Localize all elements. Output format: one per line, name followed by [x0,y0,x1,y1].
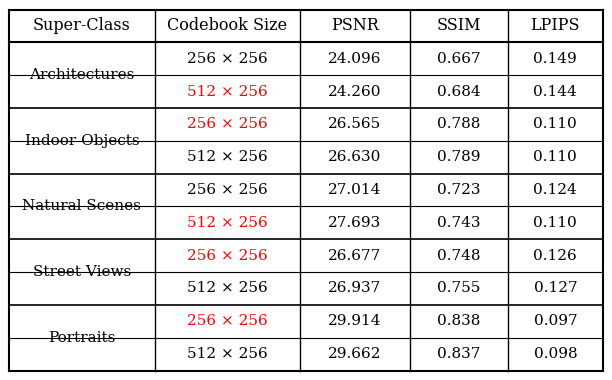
Text: Street Views: Street Views [33,265,131,279]
Text: 0.743: 0.743 [437,216,480,230]
Text: 256 × 256: 256 × 256 [187,117,267,131]
Text: 0.837: 0.837 [437,347,480,361]
Text: 29.914: 29.914 [328,314,382,328]
Text: 256 × 256: 256 × 256 [187,249,267,263]
Text: 512 × 256: 512 × 256 [187,150,267,164]
Text: 26.565: 26.565 [329,117,382,131]
Text: 24.096: 24.096 [328,52,382,66]
Text: 0.838: 0.838 [437,314,480,328]
Text: 0.149: 0.149 [534,52,577,66]
Text: 26.630: 26.630 [328,150,382,164]
Text: 0.789: 0.789 [437,150,480,164]
Text: 24.260: 24.260 [328,84,382,98]
Text: SSIM: SSIM [436,17,481,35]
Text: 29.662: 29.662 [328,347,382,361]
Text: PSNR: PSNR [331,17,379,35]
Text: 0.098: 0.098 [534,347,577,361]
Text: Architectures: Architectures [29,68,135,82]
Text: Super-Class: Super-Class [33,17,131,35]
Text: 0.723: 0.723 [437,183,480,197]
Text: 256 × 256: 256 × 256 [187,314,267,328]
Text: 0.684: 0.684 [437,84,480,98]
Text: 256 × 256: 256 × 256 [187,183,267,197]
Text: 27.014: 27.014 [328,183,382,197]
Text: 0.788: 0.788 [437,117,480,131]
Text: 0.126: 0.126 [534,249,577,263]
Text: 0.667: 0.667 [437,52,480,66]
Text: 256 × 256: 256 × 256 [187,52,267,66]
Text: 26.677: 26.677 [329,249,382,263]
Text: Codebook Size: Codebook Size [167,17,288,35]
Text: 512 × 256: 512 × 256 [187,84,267,98]
Text: 0.755: 0.755 [437,282,480,296]
Text: 0.144: 0.144 [534,84,577,98]
Text: 27.693: 27.693 [329,216,382,230]
Text: 0.748: 0.748 [437,249,480,263]
Text: LPIPS: LPIPS [531,17,580,35]
Text: 512 × 256: 512 × 256 [187,347,267,361]
Text: 0.110: 0.110 [534,117,577,131]
Text: 0.110: 0.110 [534,216,577,230]
Text: 512 × 256: 512 × 256 [187,282,267,296]
Text: Portraits: Portraits [48,331,116,345]
Text: 26.937: 26.937 [329,282,382,296]
Text: 0.127: 0.127 [534,282,577,296]
Text: Natural Scenes: Natural Scenes [23,200,141,214]
Text: Indoor Objects: Indoor Objects [24,134,139,148]
Text: 0.097: 0.097 [534,314,577,328]
Text: 512 × 256: 512 × 256 [187,216,267,230]
Text: 0.124: 0.124 [534,183,577,197]
Text: 0.110: 0.110 [534,150,577,164]
